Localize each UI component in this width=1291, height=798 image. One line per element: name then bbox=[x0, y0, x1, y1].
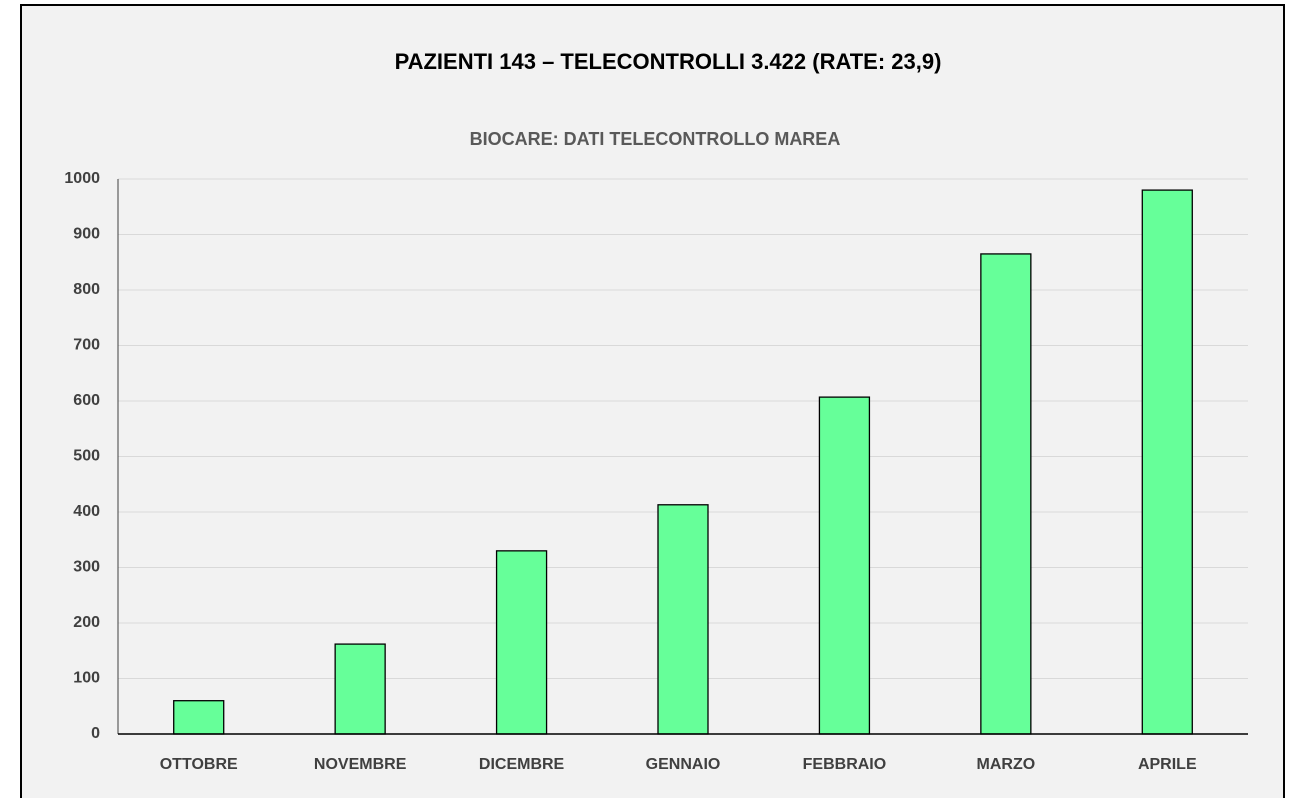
bar bbox=[334, 643, 386, 735]
bar bbox=[818, 396, 871, 735]
y-tick-label: 400 bbox=[73, 503, 100, 520]
y-tick-label: 700 bbox=[73, 337, 100, 354]
x-tick-label: APRILE bbox=[1138, 756, 1197, 773]
y-tick-label: 800 bbox=[73, 281, 100, 298]
bar bbox=[173, 700, 225, 735]
y-tick-label: 1000 bbox=[64, 170, 100, 187]
y-tick-label: 900 bbox=[73, 226, 100, 243]
x-tick-label: NOVEMBRE bbox=[314, 756, 407, 773]
bar bbox=[657, 504, 709, 735]
y-tick-label: 200 bbox=[73, 614, 100, 631]
x-tick-label: FEBBRAIO bbox=[803, 756, 887, 773]
bar bbox=[1141, 189, 1193, 735]
chart-title: PAZIENTI 143 – TELECONTROLLI 3.422 (RATE… bbox=[395, 49, 942, 74]
bar bbox=[980, 253, 1032, 735]
y-tick-label: 600 bbox=[73, 392, 100, 409]
y-tick-label: 100 bbox=[73, 670, 100, 687]
x-tick-label: MARZO bbox=[977, 756, 1036, 773]
chart-subtitle: BIOCARE: DATI TELECONTROLLO MAREA bbox=[470, 129, 841, 149]
x-tick-label: GENNAIO bbox=[646, 756, 721, 773]
x-tick-label: DICEMBRE bbox=[479, 756, 565, 773]
bar bbox=[495, 550, 548, 735]
x-tick-label: OTTOBRE bbox=[160, 756, 238, 773]
y-tick-label: 300 bbox=[73, 559, 100, 576]
y-tick-label: 500 bbox=[73, 448, 100, 465]
y-tick-label: 0 bbox=[91, 725, 100, 742]
